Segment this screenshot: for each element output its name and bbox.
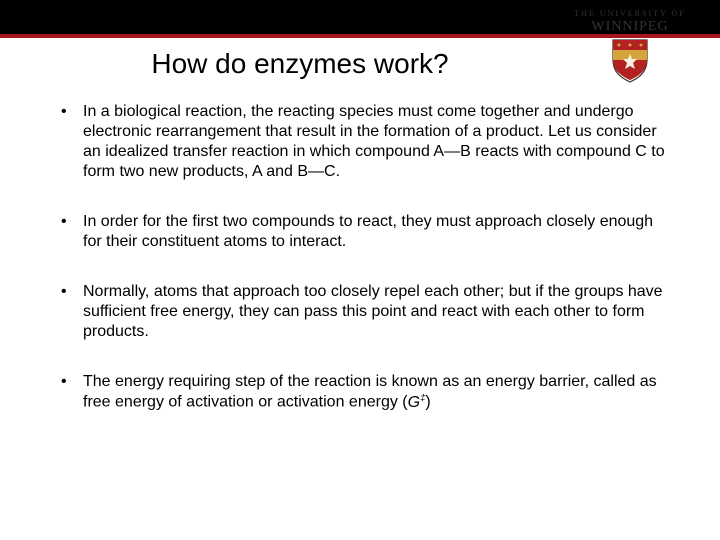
slide-title: How do enzymes work? (30, 48, 570, 80)
bullet-text: Normally, atoms that approach too closel… (83, 283, 663, 340)
bullet-text: In order for the first two compounds to … (83, 213, 653, 250)
list-item: Normally, atoms that approach too closel… (55, 282, 665, 342)
logo-line2: WINNIPEG (574, 19, 685, 34)
logo-line1: THE UNIVERSITY OF (574, 9, 685, 18)
list-item: The energy requiring step of the reactio… (55, 372, 665, 412)
bullet-text: The energy requiring step of the reactio… (83, 373, 657, 410)
list-item: In a biological reaction, the reacting s… (55, 102, 665, 182)
university-logo: THE UNIVERSITY OF WINNIPEG (570, 10, 690, 84)
crest-icon (609, 36, 651, 84)
slide-content: In a biological reaction, the reacting s… (0, 84, 720, 412)
title-row: How do enzymes work? THE UNIVERSITY OF W… (0, 38, 720, 84)
list-item: In order for the first two compounds to … (55, 212, 665, 252)
bullet-text: In a biological reaction, the reacting s… (83, 103, 665, 180)
logo-text: THE UNIVERSITY OF WINNIPEG (574, 10, 685, 34)
bullet-list: In a biological reaction, the reacting s… (55, 102, 665, 412)
